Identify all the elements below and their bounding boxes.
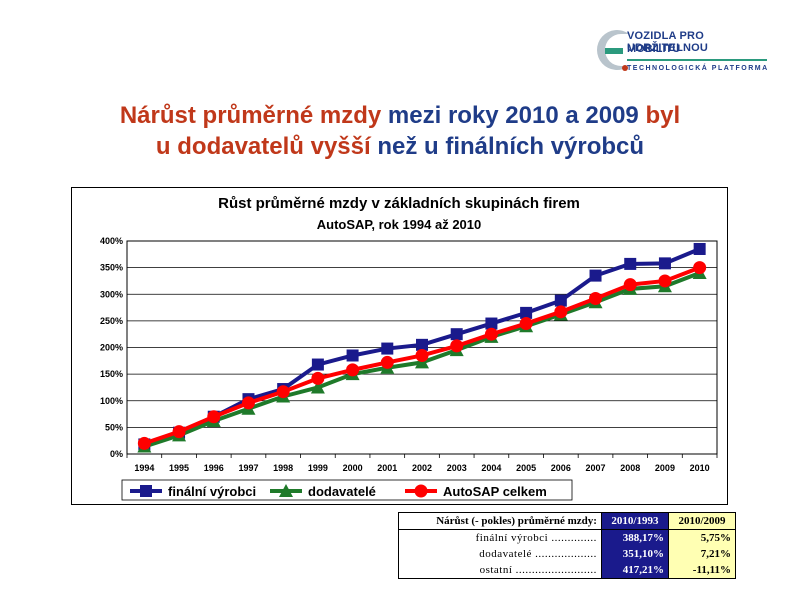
wage-growth-table: Nárůst (- pokles) průměrné mzdy: 2010/19…: [398, 512, 737, 579]
logo-text-line1: VOZIDLA PRO UDRŽITELNOU: [627, 30, 709, 54]
table-row: ostatní ......................... 417,21…: [398, 562, 737, 579]
data-point-2: [207, 410, 221, 424]
data-point-0: [311, 358, 324, 371]
x-tick-label: 1998: [273, 463, 293, 473]
title-part-1: Nárůst průměrné mzdy: [119, 102, 388, 129]
legend: [121, 479, 573, 501]
data-point-0: [589, 269, 602, 282]
legend-marker-0: [140, 485, 152, 497]
x-tick-label: 1994: [134, 463, 154, 473]
table-cell-col1: 388,17%: [600, 529, 669, 546]
line-chart: Růst průměrné mzdy v základních skupinác…: [100, 195, 718, 501]
legend-marker-1: [279, 484, 293, 497]
data-point-0: [416, 338, 428, 351]
table-cell-col1: 417,21%: [600, 562, 669, 579]
table-cell-col1: 351,10%: [600, 546, 669, 562]
table-cell-col2: -11,11%: [667, 562, 737, 579]
table-header-col2: 2010/2009: [667, 512, 737, 530]
legend-label-2: AutoSAP celkem: [443, 484, 547, 499]
y-tick-label: 50%: [105, 422, 123, 432]
x-tick-label: 2005: [516, 463, 536, 473]
data-point-0: [450, 328, 463, 341]
x-tick-label: 1999: [308, 463, 328, 473]
data-point-2: [311, 371, 325, 385]
table-row: finální výrobci .............. 388,17% 5…: [398, 529, 737, 546]
data-point-2: [589, 292, 603, 306]
plot-area: [126, 240, 718, 455]
x-tick-label: 2008: [620, 463, 640, 473]
x-tick-label: 2006: [551, 463, 571, 473]
data-point-2: [450, 339, 464, 353]
data-point-0: [485, 317, 498, 330]
data-point-0: [624, 257, 637, 270]
data-point-2: [693, 261, 707, 275]
table-row: dodavatelé ................... 351,10% 7…: [398, 546, 737, 562]
data-point-2: [658, 274, 672, 288]
platform-logo: VOZIDLA PRO UDRŽITELNOU MOBILITU TECHNOL…: [585, 24, 775, 84]
x-tick-label: 2010: [690, 463, 710, 473]
chart-container: Růst průměrné mzdy v základních skupinác…: [71, 187, 728, 505]
chart-subtitle: AutoSAP, rok 1994 až 2010: [317, 217, 482, 232]
data-point-2: [346, 363, 360, 377]
y-tick-label: 350%: [100, 263, 123, 273]
table-cell-col2: 5,75%: [667, 529, 737, 546]
table-header-row: Nárůst (- pokles) průměrné mzdy: 2010/19…: [398, 512, 737, 530]
data-point-2: [172, 425, 186, 439]
platform-logo-icon: [597, 30, 629, 71]
legend-marker-2: [414, 484, 428, 498]
data-point-2: [137, 436, 151, 450]
data-point-0: [658, 257, 671, 270]
data-point-2: [276, 385, 290, 399]
x-tick-label: 2002: [412, 463, 432, 473]
x-tick-label: 1995: [169, 463, 189, 473]
table-row-label: dodavatelé ...................: [398, 546, 602, 562]
table-row-label: finální výrobci ..............: [398, 529, 602, 546]
logo-text-line3: TECHNOLOGICKÁ PLATFORMA: [627, 65, 769, 72]
table-row-label: ostatní .........................: [398, 562, 602, 579]
data-point-0: [554, 294, 567, 307]
legend-label-0: finální výrobci: [168, 484, 256, 499]
slide-title: Nárůst průměrné mzdy mezi roky 2010 a 20…: [40, 100, 760, 162]
data-point-2: [415, 348, 429, 362]
data-point-2: [554, 305, 568, 319]
data-point-0: [381, 342, 394, 355]
data-point-2: [519, 317, 533, 331]
data-point-2: [623, 278, 637, 292]
data-point-2: [484, 327, 498, 341]
y-tick-label: 400%: [100, 236, 123, 246]
data-point-0: [520, 306, 533, 319]
table-header-col1: 2010/1993: [600, 512, 669, 530]
title-part-4: u dodavatelů vyšší: [155, 133, 378, 160]
data-point-0: [346, 349, 359, 362]
chart-title: Růst průměrné mzdy v základních skupinác…: [218, 195, 580, 212]
y-tick-label: 100%: [100, 396, 123, 406]
title-part-3: byl: [645, 102, 681, 129]
y-tick-label: 200%: [100, 343, 123, 353]
x-tick-label: 2009: [655, 463, 675, 473]
data-point-0: [693, 242, 706, 255]
x-tick-label: 2007: [586, 463, 606, 473]
title-part-2: mezi roky 2010 a 2009: [387, 102, 646, 129]
x-tick-label: 1997: [238, 463, 258, 473]
x-tick-label: 2000: [343, 463, 363, 473]
x-tick-label: 1996: [204, 463, 224, 473]
x-tick-label: 2004: [481, 463, 501, 473]
table-cell-col2: 7,21%: [667, 546, 737, 562]
data-point-2: [241, 396, 255, 410]
title-part-5: než u finálních výrobců: [377, 133, 645, 160]
y-tick-label: 0%: [110, 449, 123, 459]
y-tick-label: 300%: [100, 289, 123, 299]
logo-text-line2: MOBILITU: [627, 43, 681, 55]
y-tick-label: 150%: [100, 369, 123, 379]
data-point-1: [310, 380, 325, 394]
data-point-2: [380, 355, 394, 369]
logo-divider: [627, 59, 767, 61]
y-tick-label: 250%: [100, 316, 123, 326]
legend-label-1: dodavatelé: [308, 484, 376, 499]
x-tick-label: 2003: [447, 463, 467, 473]
x-tick-label: 2001: [377, 463, 397, 473]
table-header-label: Nárůst (- pokles) průměrné mzdy:: [398, 512, 602, 530]
